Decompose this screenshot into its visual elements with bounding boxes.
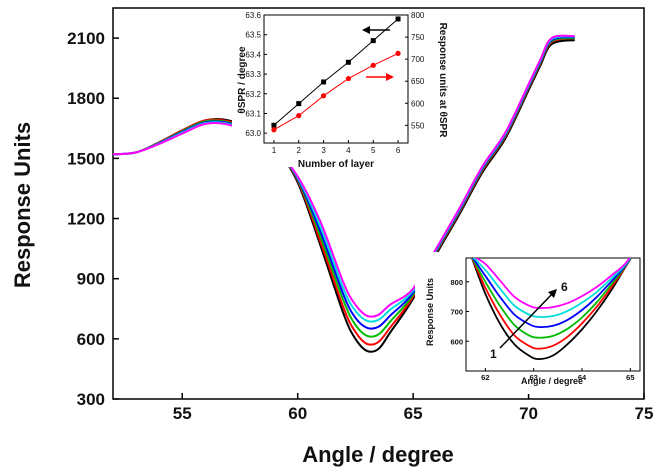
inset-bottom-series-line-5: [472, 258, 632, 318]
inset-top-y-tick-label: 63.1: [245, 109, 261, 118]
main-x-axis-label: Angle / degree: [302, 442, 454, 467]
inset-top-y-tick-label: 63.0: [245, 129, 261, 138]
inset-top-data-point: [370, 38, 376, 44]
inset-top-x-tick-label: 1: [272, 146, 277, 155]
inset-bottom-x-axis-label: Angle / degree: [521, 376, 583, 386]
inset-top-y-tick-label: 63.6: [245, 11, 261, 20]
inset-top-data-point: [296, 101, 302, 107]
main-x-tick-label: 75: [635, 404, 654, 423]
main-x-tick-label: 60: [288, 404, 307, 423]
inset-top-y2-axis-label: Response units at θSPR: [437, 23, 448, 139]
inset-bottom-background: [415, 252, 643, 394]
inset-top-data-point: [345, 75, 352, 82]
inset-top-data-point: [271, 127, 277, 133]
inset-bottom-y-tick-label: 700: [450, 308, 463, 317]
main-y-tick-label: 300: [77, 390, 105, 409]
main-y-tick-label: 900: [77, 270, 105, 289]
main-y-tick-label: 1200: [67, 210, 105, 229]
inset-top-series-line-1: [273, 18, 399, 126]
inset-bottom-series-line-6: [474, 258, 631, 309]
main-y-tick-label: 1800: [67, 89, 105, 108]
inset-top-y2-tick-label: 700: [411, 55, 425, 64]
inset-top-x-tick-label: 5: [371, 146, 376, 155]
main-y-tick-label: 1500: [67, 149, 105, 168]
annotation-layer-1: 1: [490, 347, 497, 361]
inset-top-y-axis-label: θSPR / degree: [237, 46, 248, 114]
inset-top-data-point: [395, 50, 401, 57]
inset-top-frame: [263, 14, 409, 144]
inset-bottom-y-tick-label: 600: [450, 337, 463, 346]
inset-top-y-tick-label: 63.5: [245, 31, 261, 40]
inset-top-x-tick-label: 4: [346, 146, 351, 155]
inset-top-y2-tick-label: 600: [411, 99, 425, 108]
main-y-tick-label: 2100: [67, 29, 105, 48]
inset-top-y2-tick-label: 550: [411, 121, 425, 130]
inset-top-data-point: [320, 93, 327, 99]
inset-top-y2-tick-label: 650: [411, 77, 425, 86]
inset-bottom-x-tick-label: 62: [481, 373, 489, 382]
inset-top-x-tick-label: 3: [321, 146, 326, 155]
main-plot-frame: [112, 7, 645, 400]
inset-bottom-y-axis-label: Response Units: [425, 278, 435, 346]
inset-bottom-x-tick-label: 63: [529, 373, 537, 382]
inset-bottom-x-tick-label: 64: [578, 373, 587, 382]
inset-top-data-point: [370, 62, 376, 68]
inset-bottom-series-line-2: [471, 258, 633, 350]
inset-top-data-point: [271, 122, 277, 128]
inset-top-y2-tick-label: 750: [411, 33, 425, 42]
inset-bottom-series-line-3: [471, 258, 632, 339]
main-y-tick-label: 600: [77, 330, 105, 349]
inset-top-x-axis-label: Number of layer: [298, 159, 374, 170]
legend-arrow-red: [366, 73, 394, 81]
inset-bottom-x-tick-label: 65: [626, 373, 634, 382]
inset-top-y-tick-label: 63.4: [245, 50, 261, 59]
main-x-tick-label: 70: [519, 404, 538, 423]
inset-top-y2-tick-label: 800: [411, 11, 425, 20]
inset-top-x-tick-label: 2: [297, 146, 302, 155]
main-series-line-6: [112, 34, 575, 318]
inset-top-data-point: [345, 59, 351, 65]
inset-bottom-frame: [465, 257, 641, 372]
inset-top-series-line-2: [273, 52, 399, 131]
inset-top-data-point: [321, 79, 327, 85]
inset-top-data-point: [395, 16, 401, 22]
inset-bottom-series-line-1: [470, 258, 632, 361]
inset-top-y-tick-label: 63.2: [245, 90, 261, 99]
main-x-tick-label: 65: [404, 404, 423, 423]
inset-bottom-y-tick-label: 800: [450, 278, 463, 287]
inset-bottom-series-line-4: [471, 258, 632, 329]
annotation-layer-6: 6: [561, 280, 568, 294]
inset-top-data-point: [296, 113, 302, 119]
layer-arrow: [499, 289, 557, 349]
legend-arrow-black: [362, 26, 390, 34]
inset-top-x-tick-label: 6: [396, 146, 401, 155]
inset-top-y-tick-label: 63.3: [245, 70, 261, 79]
inset-top-background: [232, 11, 440, 167]
main-x-tick-label: 55: [173, 404, 192, 423]
main-y-axis-label: Response Units: [10, 122, 35, 288]
